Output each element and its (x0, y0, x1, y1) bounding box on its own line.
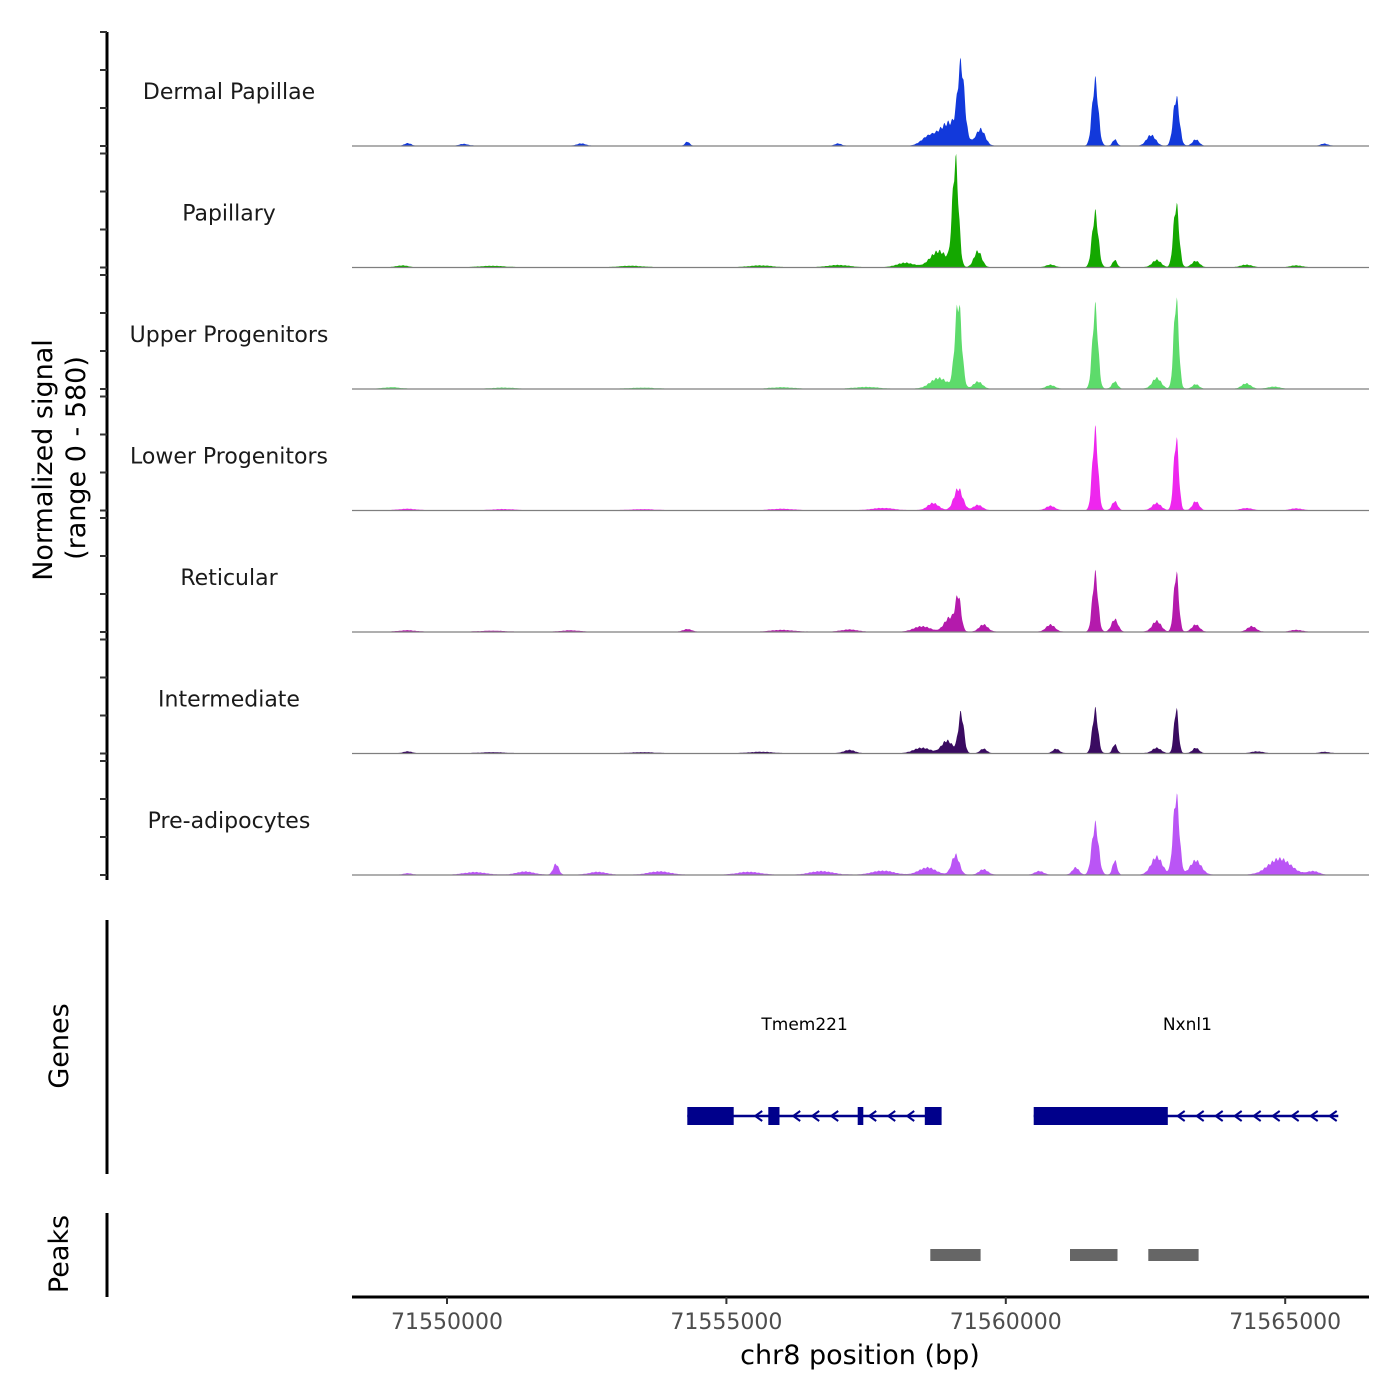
x-axis-ticks: 71550000 71555000 71560000 71565000 (391, 1297, 1341, 1335)
strand-arrow (753, 1110, 763, 1122)
track-pre-adipocytes: Pre-adipocytes (148, 793, 1369, 876)
strand-arrow (1289, 1110, 1300, 1122)
x-tick-label: 71565000 (1229, 1310, 1341, 1335)
gene-label-nxnl1: Nxnl1 (1163, 1015, 1212, 1035)
x-tick-label: 71555000 (670, 1310, 782, 1335)
gene-exon (924, 1107, 942, 1125)
track-label-reticular: Reticular (180, 566, 278, 591)
signal-area-intermediate (352, 706, 1369, 754)
gene-label-tmem221: Tmem221 (760, 1015, 847, 1035)
strand-arrow (810, 1110, 820, 1122)
peak-region (1148, 1249, 1199, 1261)
x-tick-label: 71560000 (950, 1310, 1062, 1335)
strand-arrow (1308, 1110, 1319, 1122)
gene-nxnl1: Nxnl1 (1033, 1015, 1339, 1125)
track-reticular: Reticular (180, 566, 1369, 633)
strand-arrow (829, 1110, 839, 1122)
peaks-track-title: Peaks (44, 1215, 75, 1293)
gene-models: Tmem221 Nxnl1 (687, 1015, 1339, 1125)
strand-arrow (1327, 1110, 1338, 1122)
strand-arrow (1175, 1110, 1186, 1122)
signal-tracks: Dermal Papillae Papillary Upper Progenitor… (130, 57, 1369, 876)
gene-exon (768, 1107, 780, 1125)
track-label-pre-adipocytes: Pre-adipocytes (148, 809, 311, 834)
track-intermediate: Intermediate (158, 688, 1369, 755)
y-axis-subtitle: (range 0 - 580) (61, 356, 92, 560)
gene-exon (687, 1107, 734, 1125)
gene-exon (1033, 1107, 1168, 1125)
strand-arrow (1251, 1110, 1262, 1122)
gene-tmem221: Tmem221 (687, 1015, 942, 1125)
strand-arrow (1232, 1110, 1243, 1122)
track-dermal-papillae: Dermal Papillae (143, 57, 1369, 147)
x-tick-label: 71550000 (391, 1310, 503, 1335)
track-label-intermediate: Intermediate (158, 688, 300, 713)
strand-arrow (1270, 1110, 1281, 1122)
strand-arrow (791, 1110, 801, 1122)
y-axis-title: Normalized signal (28, 339, 59, 581)
strand-arrow (867, 1110, 877, 1122)
gene-exon (857, 1107, 864, 1125)
track-label-lower-progenitors: Lower Progenitors (130, 445, 328, 470)
signal-area-upper-progenitors (352, 297, 1369, 389)
signal-area-dermal-papillae (352, 57, 1369, 146)
track-papillary: Papillary (182, 153, 1369, 269)
strand-arrow (1194, 1110, 1205, 1122)
signal-area-papillary (352, 153, 1369, 268)
genes-track-title: Genes (44, 1003, 75, 1088)
peak-region (1070, 1249, 1118, 1261)
signal-area-reticular (352, 569, 1369, 632)
signal-area-pre-adipocytes (352, 793, 1369, 875)
strand-arrow (886, 1110, 896, 1122)
signal-axis-ticks (100, 31, 107, 876)
peak-regions (930, 1249, 1199, 1261)
track-label-dermal-papillae: Dermal Papillae (143, 80, 315, 105)
track-lower-progenitors: Lower Progenitors (130, 425, 1369, 512)
signal-area-lower-progenitors (352, 425, 1369, 511)
track-label-papillary: Papillary (182, 202, 276, 227)
x-axis-title: chr8 position (bp) (740, 1340, 980, 1371)
strand-arrow (905, 1110, 915, 1122)
peak-region (930, 1249, 981, 1261)
strand-arrow (1213, 1110, 1224, 1122)
track-upper-progenitors: Upper Progenitors (130, 297, 1369, 390)
track-label-upper-progenitors: Upper Progenitors (130, 323, 329, 348)
